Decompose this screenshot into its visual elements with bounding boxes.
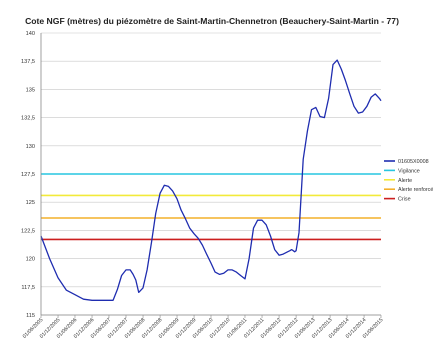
y-tick-label: 130 [26, 144, 35, 150]
y-tick-label: 137,5 [21, 59, 35, 65]
legend-label-3: Alerte renforcé [398, 187, 433, 193]
legend-label-1: Vigilance [398, 168, 420, 174]
legend-label-4: Crise [398, 197, 411, 203]
chart-title: Cote NGF (mètres) du piézomètre de Saint… [25, 16, 399, 26]
y-tick-label: 125 [26, 200, 35, 206]
y-tick-label: 132,5 [21, 116, 35, 122]
legend-label-2: Alerte [398, 178, 412, 184]
y-tick-label: 135 [26, 87, 35, 93]
threshold-lines [41, 173, 381, 241]
series-line-0 [40, 59, 382, 301]
axes: 115 117,5 120 122,5 125 127,5 130 132,5 135 137,5… [21, 31, 384, 340]
y-tick-label: 115 [26, 313, 35, 319]
legend: 01605X0008 Vigilance Alerte Alerte renforcé… [384, 159, 433, 203]
y-tick-label: 117,5 [21, 285, 35, 291]
series-layer [40, 59, 382, 301]
y-tick-label: 120 [26, 257, 35, 263]
legend-label-0: 01605X0008 [398, 159, 429, 165]
y-tick-label: 122,5 [21, 228, 35, 234]
y-tick-label: 127,5 [21, 172, 35, 178]
y-tick-label: 140 [26, 31, 35, 37]
